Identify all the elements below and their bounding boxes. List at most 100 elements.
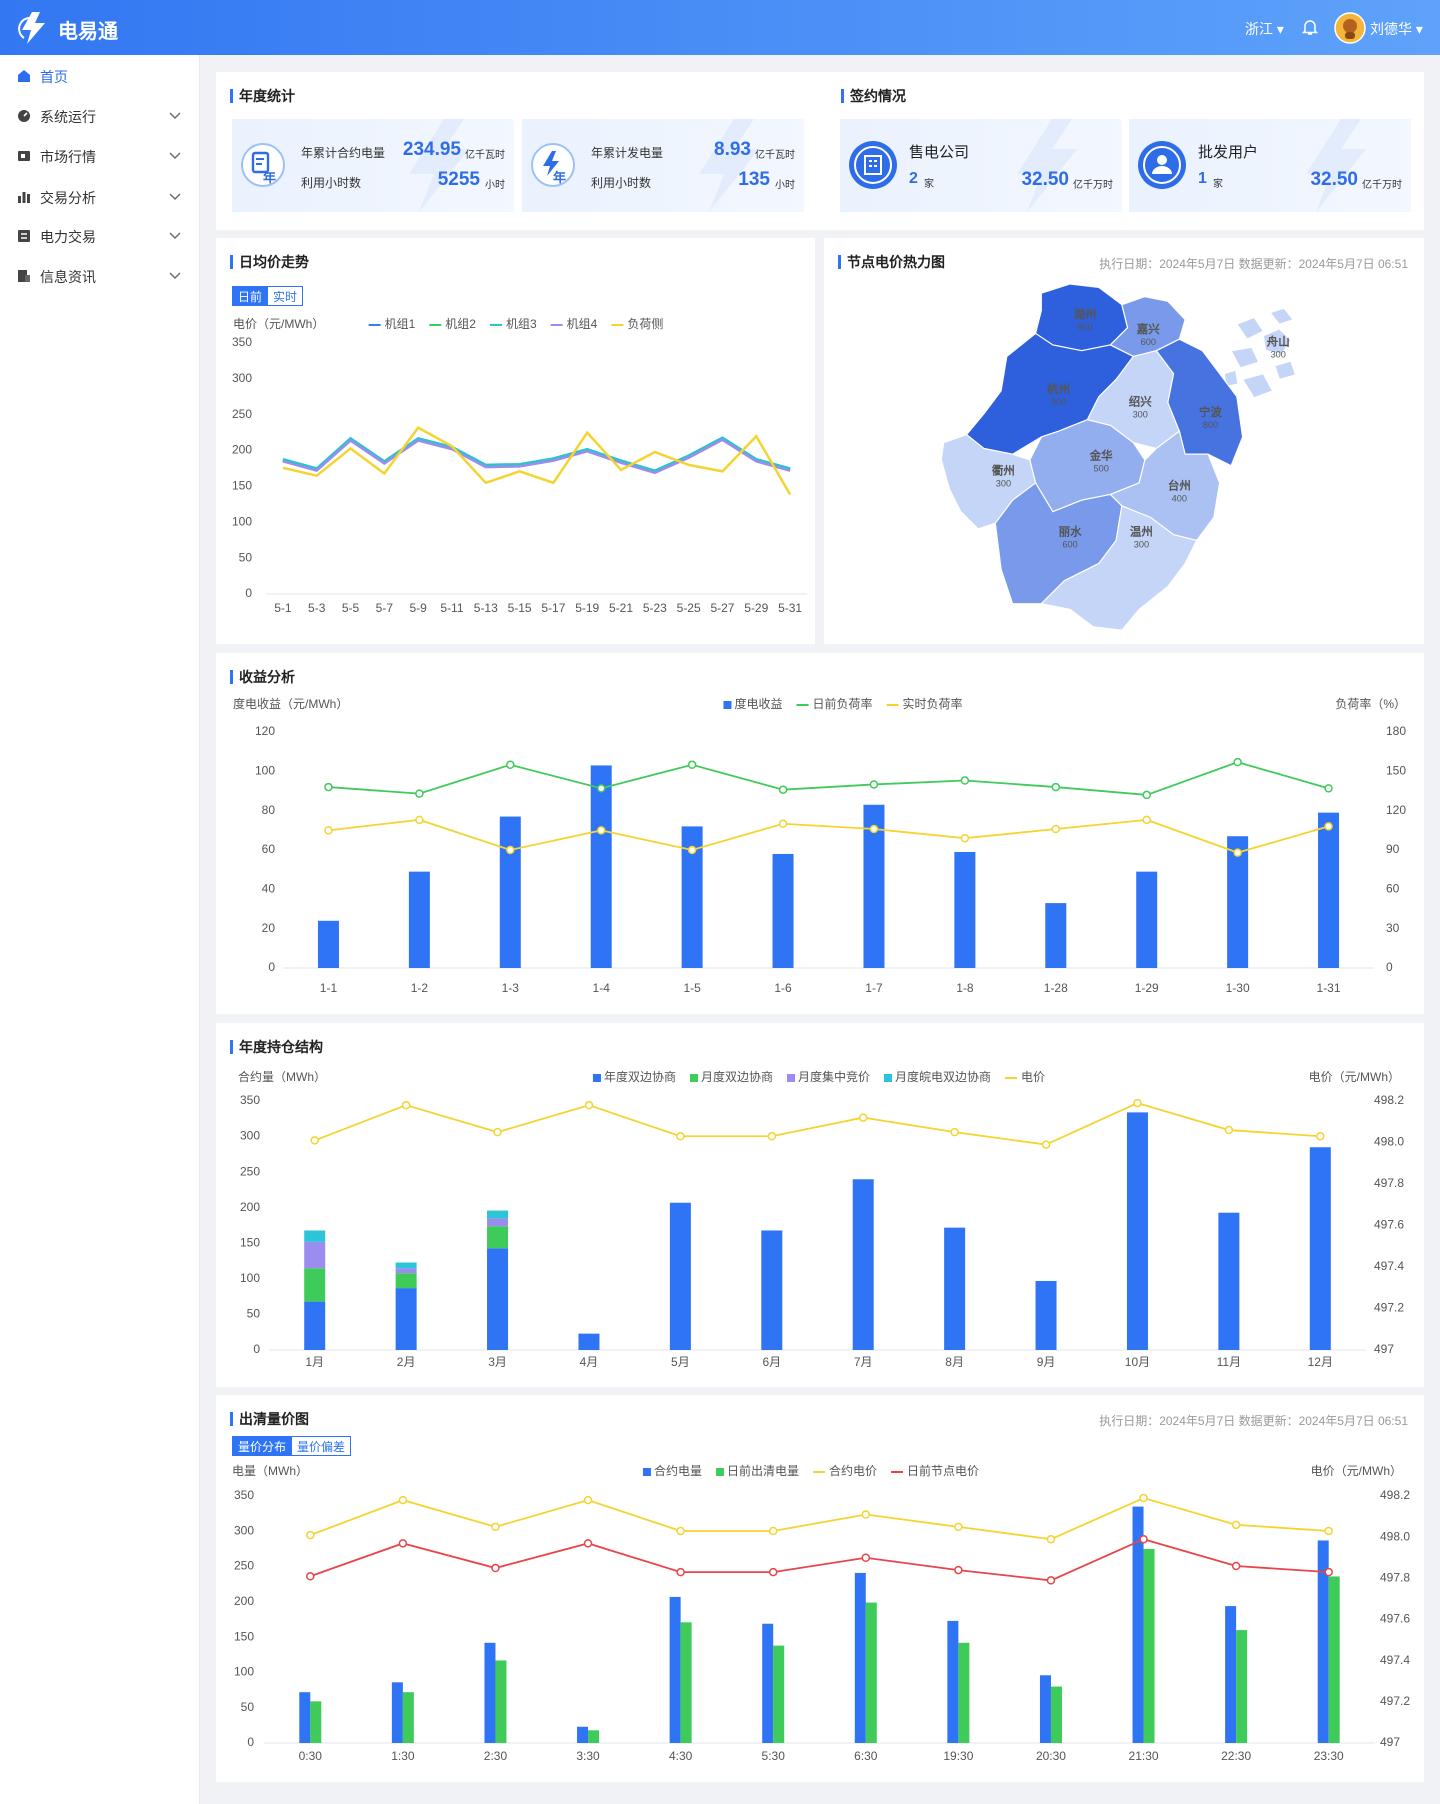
- bar: [854, 1572, 866, 1743]
- stat-label: 利用小时数: [301, 176, 362, 190]
- region-value: 300: [1271, 350, 1286, 360]
- legend-swatch: [723, 701, 732, 709]
- region-value: 900: [1077, 322, 1092, 332]
- line-point: [596, 826, 606, 835]
- contract-name: 批发用户: [1198, 144, 1259, 161]
- tab[interactable]: 日前: [232, 286, 268, 306]
- nav-item[interactable]: 电力交易: [0, 218, 200, 254]
- bar: [1143, 1548, 1155, 1743]
- y2-tick-label: 497.8: [1380, 1571, 1410, 1585]
- bar: [947, 1620, 959, 1743]
- region-name: 嘉兴: [1136, 322, 1160, 336]
- y-tick-label: 50: [241, 1700, 255, 1714]
- region-value: 300: [996, 479, 1011, 489]
- y-tick-label: 50: [239, 550, 253, 564]
- x-tick-label: 8月: [945, 1355, 964, 1369]
- line-point: [778, 819, 788, 829]
- bar: [1225, 1606, 1237, 1743]
- y-tick-label: 200: [234, 1594, 254, 1608]
- line-point: [1231, 1561, 1241, 1571]
- line-point: [861, 1553, 871, 1562]
- stat-value: 135: [738, 169, 770, 190]
- line-point: [1041, 1140, 1051, 1149]
- legend-label: 日前负荷率: [812, 696, 872, 711]
- bar: [395, 1273, 417, 1289]
- bar: [1328, 1576, 1340, 1743]
- bar: [1136, 871, 1158, 968]
- legend: 合约电量 日前出清电量 合约电价 日前节点电价: [642, 1463, 979, 1478]
- stat-label: 利用小时数: [591, 176, 652, 190]
- x-tick-label: 4:30: [669, 1749, 693, 1763]
- region-name: 台州: [1168, 478, 1191, 492]
- bar: [304, 1268, 326, 1302]
- avatar[interactable]: [1334, 12, 1366, 44]
- x-tick-label: 21:30: [1129, 1749, 1159, 1763]
- bar: [395, 1288, 417, 1350]
- panel-title: 出清量价图: [230, 1412, 309, 1426]
- bar: [578, 1333, 600, 1350]
- stat-value: 8.93: [714, 139, 751, 160]
- nav-icon: [18, 110, 30, 122]
- line-point: [1142, 790, 1151, 800]
- bar: [317, 920, 339, 968]
- x-tick-label: 5-3: [308, 601, 326, 615]
- x-tick-label: 1-8: [956, 981, 974, 995]
- line-point: [1324, 784, 1333, 793]
- line-point: [1133, 1098, 1142, 1108]
- contract-amount: 32.50: [1310, 169, 1358, 190]
- legend-swatch: [689, 1074, 698, 1082]
- legend-label: 月度皖电双边协商: [895, 1069, 991, 1084]
- stat-value: 234.95: [402, 139, 461, 160]
- line-point: [1224, 1125, 1234, 1135]
- legend-item: 负荷侧: [611, 317, 663, 331]
- y2-tick-label: 497.4: [1374, 1259, 1404, 1273]
- card-icon: [1138, 141, 1186, 189]
- stat-card: 年 年累计合约电量 234.95 亿千瓦时 利用小时数 5255 小时: [232, 119, 514, 212]
- y-tick-label: 100: [234, 1665, 254, 1679]
- bar: [1218, 1212, 1240, 1350]
- x-tick-label: 1-7: [865, 981, 883, 995]
- y-tick-label: 150: [240, 1235, 260, 1249]
- y-tick-label: 350: [232, 335, 252, 349]
- x-tick-label: 9月: [1037, 1355, 1056, 1369]
- nav-item[interactable]: 信息资讯: [0, 258, 200, 294]
- nav-icon: [18, 192, 30, 203]
- y-axis-title: 合约量（MWh）: [238, 1069, 326, 1084]
- nav-icon: [18, 270, 30, 282]
- line-point: [1233, 848, 1242, 857]
- nav-item[interactable]: 首页: [0, 58, 200, 94]
- line-point: [596, 784, 606, 793]
- legend-label: 度电收益: [734, 696, 782, 711]
- x-tick-label: 1-31: [1317, 981, 1341, 995]
- x-tick-label: 5-31: [778, 601, 802, 615]
- line-point: [583, 1539, 593, 1548]
- y-axis-title: 电价（元/MWh）: [233, 317, 324, 331]
- contract-amount-unit: 亿千万时: [1362, 180, 1402, 191]
- bar: [588, 1730, 600, 1743]
- x-tick-label: 23:30: [1314, 1749, 1344, 1763]
- y-tick-label: 200: [240, 1200, 260, 1214]
- bell-icon[interactable]: [1302, 19, 1318, 36]
- revenue-panel: 0 20 40 60 80 100 120 0 30 60 90 120 150 180 度电收益（元/MW…: [216, 653, 1424, 1014]
- tab[interactable]: 实时: [267, 286, 303, 306]
- x-tick-label: 5-13: [474, 601, 498, 615]
- region-label: 浙江: [1245, 21, 1273, 37]
- x-tick-label: 3月: [488, 1355, 507, 1369]
- nav-item[interactable]: 系统运行: [0, 98, 200, 134]
- bar: [1236, 1630, 1248, 1743]
- line-point: [861, 1510, 871, 1519]
- region-select[interactable]: 浙江 ▾: [1245, 21, 1284, 37]
- stat-unit: 亿千瓦时: [465, 150, 505, 161]
- stat-unit: 小时: [485, 180, 505, 191]
- nav-item[interactable]: 市场行情: [0, 138, 200, 174]
- nav-item[interactable]: 交易分析: [0, 179, 200, 215]
- tab[interactable]: 量价偏差: [291, 1436, 351, 1456]
- line-point: [1046, 1534, 1056, 1544]
- watermark: [409, 119, 469, 212]
- line-point: [1139, 1534, 1148, 1544]
- line-point: [1231, 1520, 1241, 1530]
- user-menu[interactable]: 刘德华 ▾: [1370, 21, 1423, 37]
- legend-item: 机组1: [368, 317, 416, 331]
- line-point: [506, 760, 515, 770]
- tab[interactable]: 量价分布: [232, 1436, 292, 1456]
